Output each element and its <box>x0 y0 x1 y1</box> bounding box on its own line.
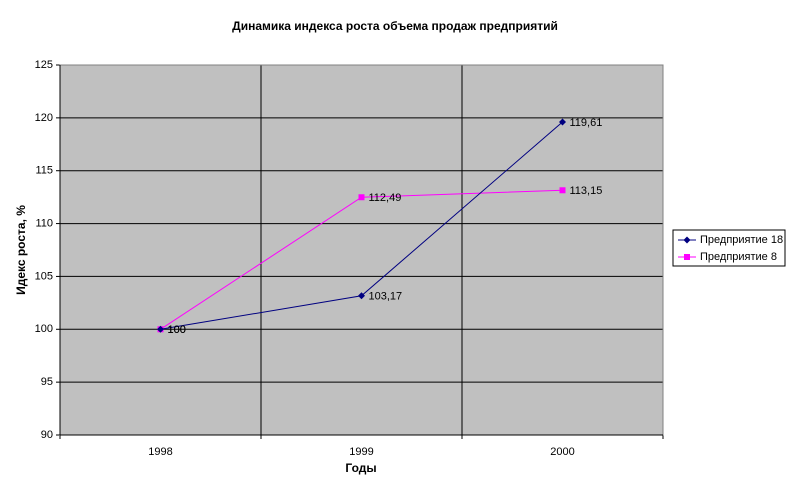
data-label: 112,49 <box>369 192 402 204</box>
x-axis-label: Годы <box>345 461 376 475</box>
y-tick-label: 120 <box>35 112 53 124</box>
marker <box>559 187 566 194</box>
legend-label: Предприятие 18 <box>700 234 783 246</box>
data-label: 100 <box>168 324 186 336</box>
marker <box>358 292 365 300</box>
marker <box>683 236 691 244</box>
legend-label: Предприятие 8 <box>700 251 777 263</box>
chart-title: Динамика индекса роста объема продаж пре… <box>232 19 558 33</box>
x-tick-label: 2000 <box>550 446 574 458</box>
marker <box>684 254 690 260</box>
plot-area <box>60 65 663 435</box>
marker <box>358 194 365 201</box>
x-tick-label: 1999 <box>349 446 373 458</box>
marker <box>559 118 566 126</box>
x-tick-label: 1998 <box>148 446 172 458</box>
y-tick-label: 100 <box>35 323 53 335</box>
marker <box>157 325 164 333</box>
legend-box <box>672 229 786 267</box>
y-tick-label: 110 <box>35 217 53 229</box>
y-tick-label: 115 <box>35 165 53 177</box>
data-label: 103,17 <box>369 291 403 303</box>
y-tick-label: 90 <box>41 429 53 441</box>
data-label: 113,15 <box>570 185 603 197</box>
data-label: 119,61 <box>570 117 603 129</box>
data-label: 100 <box>168 324 186 336</box>
y-tick-label: 105 <box>35 270 53 282</box>
y-tick-label: 95 <box>41 376 53 388</box>
y-axis-label: Идекс роста, % <box>14 205 28 295</box>
y-tick-label: 125 <box>35 59 53 71</box>
